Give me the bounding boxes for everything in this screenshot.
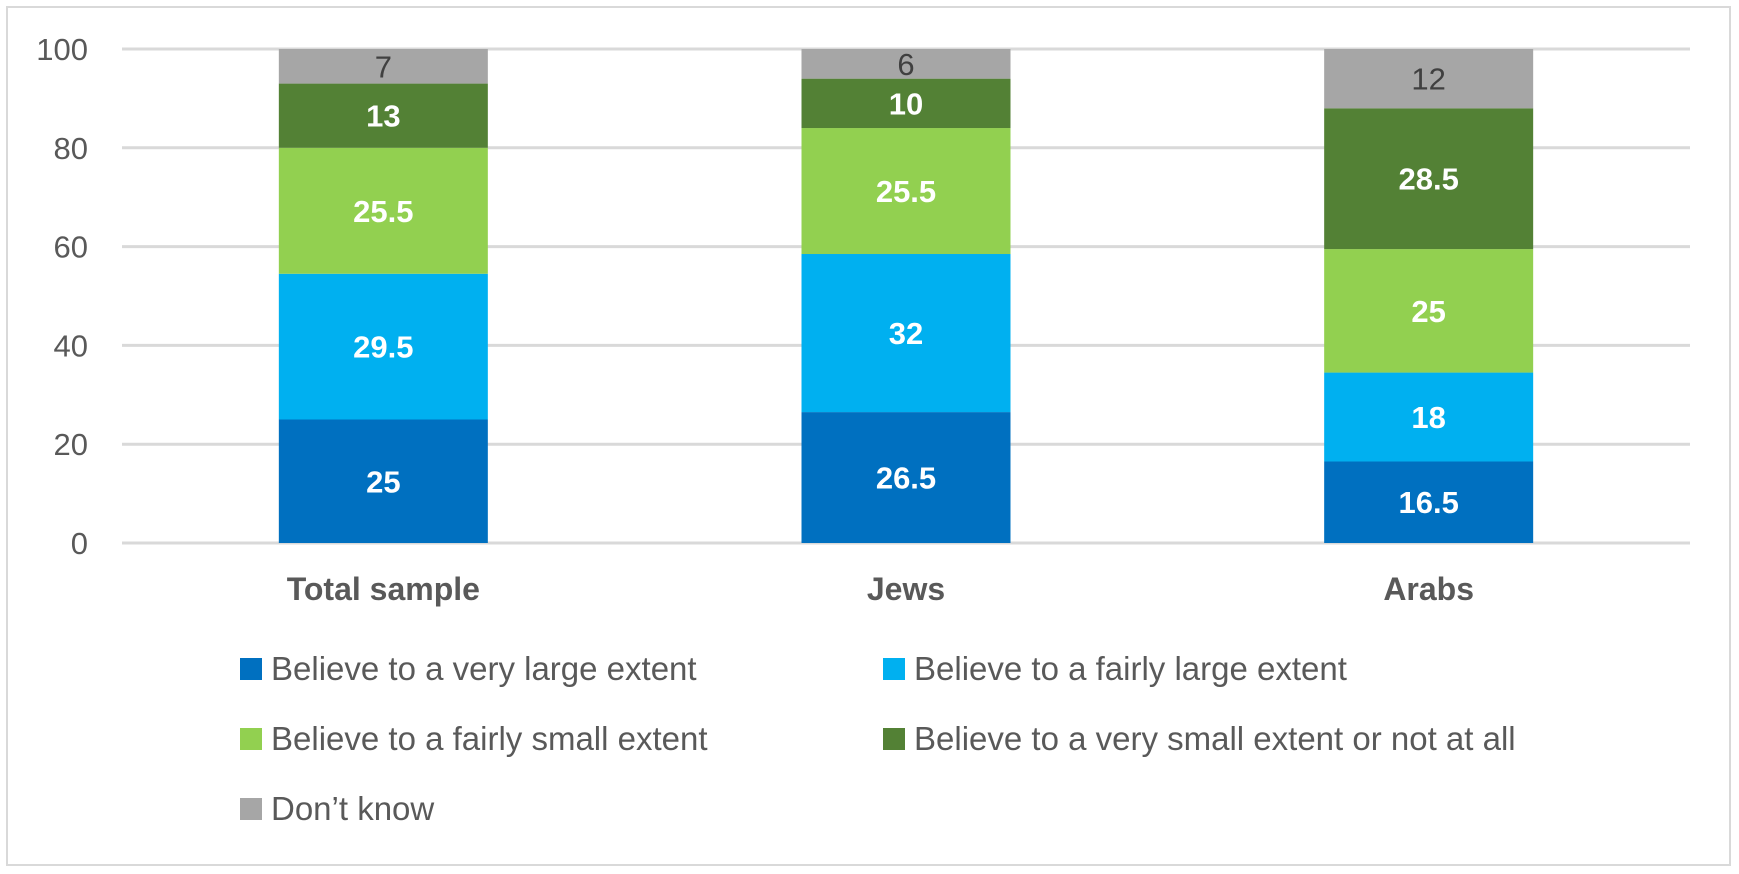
legend-swatch [883, 728, 905, 750]
data-label: 29.5 [353, 330, 413, 365]
bar-segment [278, 273, 488, 420]
bar-segment [278, 49, 488, 84]
data-label: 32 [889, 316, 923, 351]
bar-segment [1324, 461, 1534, 543]
bar-segment [1324, 372, 1534, 462]
data-label: 25.5 [353, 194, 413, 229]
legend-item: Believe to a very large extent [240, 650, 697, 688]
data-label: 13 [366, 99, 400, 134]
bar-segment [801, 78, 1011, 129]
x-tick-label: Jews [867, 571, 945, 607]
bar-segment [278, 83, 488, 148]
bar-segment [1324, 249, 1534, 373]
legend-item: Believe to a fairly small extent [240, 720, 708, 758]
data-label: 12 [1411, 62, 1445, 97]
data-label: 26.5 [876, 461, 936, 496]
legend-item: Don’t know [240, 790, 434, 828]
data-label: 25 [366, 464, 400, 499]
y-tick-label: 100 [36, 32, 88, 67]
data-label: 10 [889, 86, 923, 121]
legend-swatch [240, 798, 262, 820]
bar-segment [801, 412, 1011, 543]
legend-item: Believe to a fairly large extent [883, 650, 1347, 688]
legend-item: Believe to a very small extent or not at… [883, 720, 1516, 758]
legend-label: Believe to a very small extent or not at… [914, 720, 1516, 757]
legend-swatch [240, 658, 262, 680]
data-label: 28.5 [1398, 162, 1458, 197]
legend-label: Believe to a fairly large extent [914, 650, 1347, 687]
y-tick-label: 40 [54, 328, 88, 363]
bar-segment [801, 128, 1011, 255]
data-label: 7 [375, 49, 392, 84]
legend-label: Believe to a very large extent [271, 650, 697, 687]
x-tick-label: Total sample [287, 571, 480, 607]
y-tick-label: 60 [54, 230, 88, 265]
bar-segment [278, 147, 488, 274]
data-label: 25 [1411, 294, 1445, 329]
data-label: 6 [897, 47, 914, 82]
y-tick-label: 0 [71, 526, 88, 561]
data-label: 18 [1411, 400, 1445, 435]
y-tick-label: 20 [54, 427, 88, 462]
bar-segment [1324, 108, 1534, 250]
x-tick-label: Arabs [1383, 571, 1474, 607]
y-tick-label: 80 [54, 131, 88, 166]
bar-segment [278, 419, 488, 543]
legend-swatch [883, 658, 905, 680]
bar-segment [1324, 49, 1534, 109]
data-label: 16.5 [1398, 485, 1458, 520]
legend-label: Don’t know [271, 790, 435, 827]
bar-segment [801, 49, 1011, 79]
data-label: 25.5 [876, 174, 936, 209]
legend-swatch [240, 728, 262, 750]
legend-label: Believe to a fairly small extent [271, 720, 708, 757]
bar-segment [801, 254, 1011, 413]
